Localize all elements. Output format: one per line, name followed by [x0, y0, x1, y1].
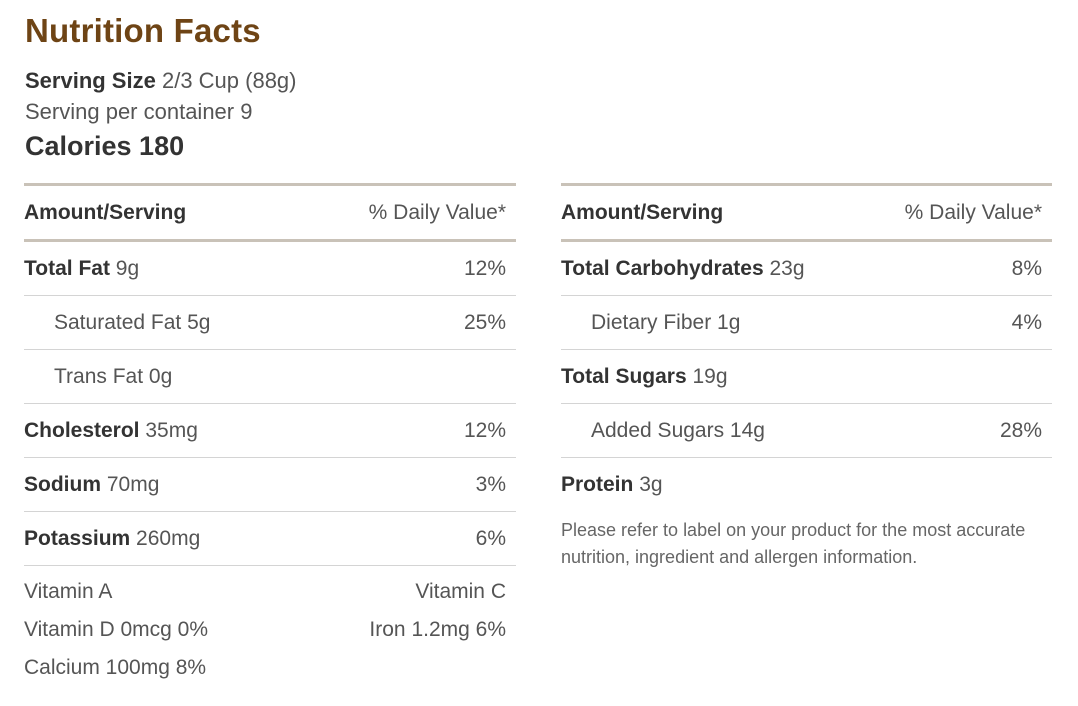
serving-size-label: Serving Size — [25, 68, 156, 93]
nutrient-row-protein: Protein 3g — [561, 472, 663, 496]
header-amount-serving: Amount/Serving — [561, 200, 724, 224]
top-divider — [24, 183, 516, 186]
vitamin-a: Vitamin A — [24, 580, 113, 603]
nutrient-row-dietary-fiber: Dietary Fiber 1g 4% — [561, 296, 1052, 350]
nutrient-row-sodium: Sodium 70mg 3% — [24, 458, 516, 512]
left-nutrient-table: Amount/Serving % Daily Value* Total Fat … — [24, 183, 516, 687]
calories: Calories 180 — [25, 131, 185, 161]
serving-size-value: 2/3 Cup (88g) — [161, 68, 297, 93]
nutrient-row-cholesterol: Cholesterol 35mg 12% — [24, 404, 516, 458]
vitamin-c: Vitamin C — [415, 580, 506, 603]
nutrient-row-total-fat: Total Fat 9g 12% — [24, 242, 516, 296]
right-nutrient-table: Amount/Serving % Daily Value* Total Carb… — [561, 183, 1052, 571]
vitamin-d: Vitamin D 0mcg 0% — [24, 618, 209, 641]
serving-size: Serving Size 2/3 Cup (88g) — [25, 68, 297, 94]
header-amount-serving: Amount/Serving — [24, 200, 187, 224]
servings-per-container: Serving per container 9 — [25, 99, 253, 124]
calcium: Calcium 100mg 8% — [24, 656, 207, 679]
nutrient-row-added-sugars: Added Sugars 14g 28% — [561, 404, 1052, 458]
vitamin-row: Vitamin A Vitamin C — [24, 573, 516, 611]
vitamin-row: Vitamin D 0mcg 0% Iron 1.2mg 6% — [24, 611, 516, 649]
table-header: Amount/Serving % Daily Value* — [561, 186, 1052, 242]
top-divider — [561, 183, 1052, 186]
header-daily-value: % Daily Value* — [368, 200, 506, 224]
table-header: Amount/Serving % Daily Value* — [24, 186, 516, 242]
nutrient-row-trans-fat: Trans Fat 0g — [24, 350, 516, 404]
nutrition-title: Nutrition Facts — [25, 12, 261, 49]
iron: Iron 1.2mg 6% — [369, 618, 506, 641]
nutrient-row-total-carbohydrates: Total Carbohydrates 23g 8% — [561, 242, 1052, 296]
disclaimer-note: Please refer to label on your product fo… — [561, 520, 1026, 567]
nutrient-row-saturated-fat: Saturated Fat 5g 25% — [24, 296, 516, 350]
header-daily-value: % Daily Value* — [904, 200, 1042, 224]
nutrient-row-total-sugars: Total Sugars 19g — [561, 350, 1052, 404]
nutrient-row-potassium: Potassium 260mg 6% — [24, 512, 516, 566]
vitamin-row: Calcium 100mg 8% — [24, 649, 516, 687]
